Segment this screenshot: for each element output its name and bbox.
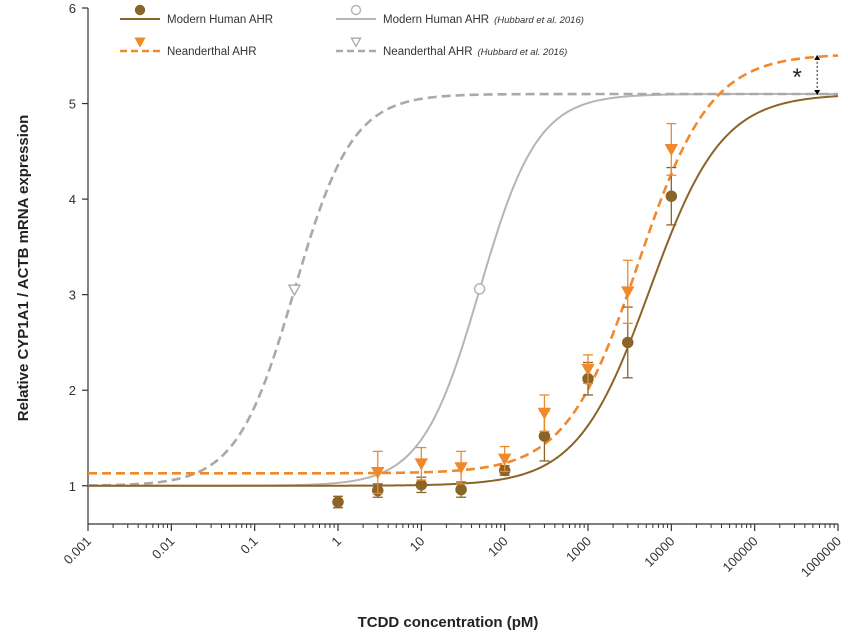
legend-label: Modern Human AHR (Hubbard et al. 2016)	[383, 14, 584, 26]
x-tick-label: 0.001	[61, 534, 95, 568]
legend-citation: (Hubbard et al. 2016)	[478, 47, 568, 58]
x-tick-label: 10	[407, 534, 428, 555]
legend-hubbard-neanderthal: Neanderthal AHR (Hubbard et al. 2016)	[336, 37, 567, 58]
legend-hubbard-modern: Modern Human AHR (Hubbard et al. 2016)	[336, 4, 584, 26]
y-tick-label: 1	[69, 479, 76, 494]
neanderthal-point	[497, 453, 512, 466]
x-tick-label: 1	[328, 534, 344, 550]
x-tick-label: 100	[485, 534, 511, 560]
neanderthal-point	[454, 462, 468, 475]
hubbard-neanderthal-point	[287, 284, 302, 297]
legend-neanderthal: Neanderthal AHR	[120, 37, 257, 58]
neanderthal-point	[621, 286, 635, 299]
modern-human-point	[622, 336, 634, 349]
legend-swatch-marker	[350, 37, 362, 48]
data-points	[287, 122, 679, 509]
modern-human-point	[455, 483, 467, 496]
legend-modern-human: Modern Human AHR	[120, 4, 273, 26]
legend-citation: (Hubbard et al. 2016)	[494, 15, 584, 26]
modern-human-point	[538, 430, 551, 442]
legend-label-text: Neanderthal AHR	[167, 46, 257, 58]
legend-swatch-marker	[134, 4, 146, 16]
x-axis-title: TCDD concentration (pM)	[358, 614, 539, 631]
legend-label: Neanderthal AHR	[167, 46, 257, 58]
neanderthal-point	[537, 407, 552, 420]
modern-human-point	[332, 496, 344, 508]
modern-human-fit-line	[88, 95, 839, 487]
legend-label: Neanderthal AHR (Hubbard et al. 2016)	[383, 46, 567, 58]
legend-swatch-marker	[134, 37, 146, 48]
y-axis-title: Relative CYP1A1 / ACTB mRNA expression	[15, 115, 32, 421]
legend-label-text: Modern Human AHR	[383, 14, 489, 26]
legend-label-text: Neanderthal AHR	[383, 46, 473, 58]
y-tick-label: 5	[69, 97, 76, 112]
neanderthal-point	[664, 144, 679, 157]
legend-swatch-marker	[350, 4, 362, 16]
y-tick-label: 2	[69, 383, 76, 398]
hubbard-modern-fit-line	[88, 93, 838, 487]
neanderthal-point	[414, 458, 429, 471]
legend: Modern Human AHR Neanderthal AHR Modern Hu…	[120, 4, 584, 58]
legend-label: Modern Human AHR	[167, 14, 273, 26]
x-tick-label: 100000	[719, 534, 760, 575]
neanderthal-point	[371, 467, 385, 480]
legend-label-text: Modern Human AHR	[167, 14, 273, 26]
x-tick-label: 1000000	[798, 534, 844, 580]
significance-star: *	[792, 64, 801, 91]
x-tick-label: 0.01	[149, 534, 178, 563]
y-tick-label: 6	[69, 1, 76, 16]
annotation: *	[792, 54, 821, 95]
hubbard-modern-point	[473, 283, 486, 295]
arrow-head-up	[814, 54, 821, 60]
modern-human-point	[415, 479, 428, 491]
arrow-head-down	[814, 89, 821, 95]
x-tick-label: 1000	[563, 534, 594, 565]
hubbard-neanderthal-fit-line	[87, 92, 838, 487]
axes: 1 2 3 4 5 6 0.001 0.01 0.1 1 10 100 1000 10000 100000 1…	[61, 1, 845, 580]
x-tick-label: 10000	[641, 534, 677, 570]
y-tick-label: 3	[69, 288, 76, 303]
y-tick-label: 4	[69, 192, 76, 207]
neanderthal-fit-line	[88, 54, 839, 475]
x-tick-label: 0.1	[237, 534, 260, 557]
neanderthal-point	[581, 363, 595, 376]
modern-human-point	[665, 190, 678, 202]
fit-curves	[87, 54, 839, 487]
